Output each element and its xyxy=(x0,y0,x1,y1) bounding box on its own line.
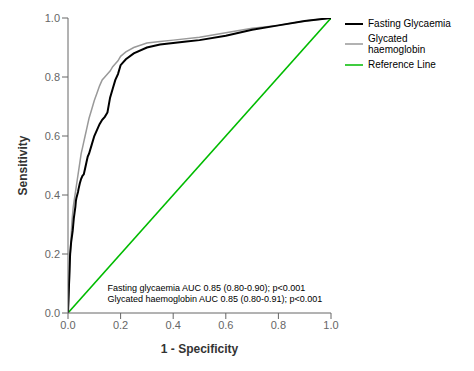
html-text:Fasting glycaemia AUC 0.85 (0.: Fasting glycaemia AUC 0.85 (0.80-0.90); … xyxy=(107,283,306,293)
html-text:Glycated haemoglobin: Glycated haemoglobin xyxy=(368,33,426,55)
html-text:Glycated haemoglobin AUC 0.85: Glycated haemoglobin AUC 0.85 (0.80-0.91… xyxy=(107,294,323,304)
svg-text:0.8: 0.8 xyxy=(271,319,286,331)
svg-text:Sensitivity: Sensitivity xyxy=(16,135,30,195)
svg-text:1.0: 1.0 xyxy=(323,319,338,331)
svg-text:0.8: 0.8 xyxy=(45,71,60,83)
svg-text:0.0: 0.0 xyxy=(60,319,75,331)
svg-text:0.4: 0.4 xyxy=(166,319,181,331)
html-text:Fasting Glycaemia: Fasting Glycaemia xyxy=(368,18,451,29)
svg-text:1 - Specificity: 1 - Specificity xyxy=(161,342,239,356)
svg-text:0.6: 0.6 xyxy=(218,319,233,331)
svg-text:1.0: 1.0 xyxy=(45,12,60,24)
html-text:Reference Line: Reference Line xyxy=(368,59,436,70)
svg-text:0.2: 0.2 xyxy=(45,248,60,260)
svg-text:0.2: 0.2 xyxy=(113,319,128,331)
svg-text:0.0: 0.0 xyxy=(45,307,60,319)
svg-text:0.4: 0.4 xyxy=(45,189,60,201)
svg-text:0.6: 0.6 xyxy=(45,130,60,142)
